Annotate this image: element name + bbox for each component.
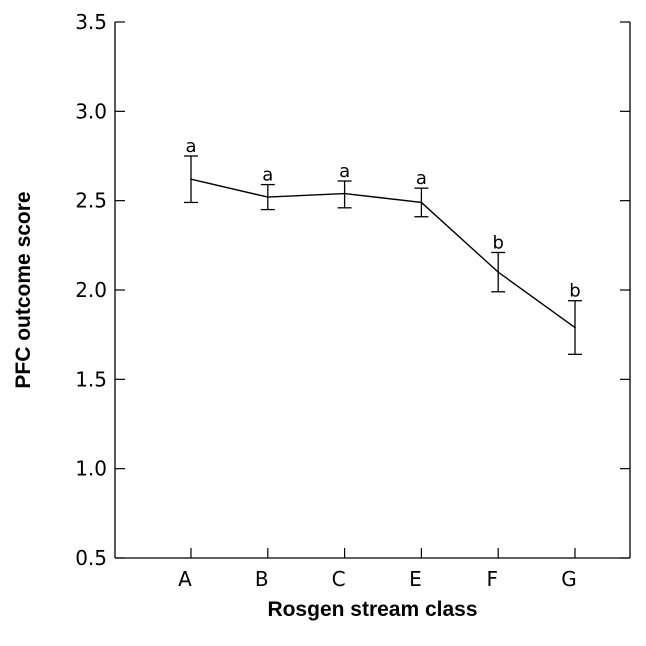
series-layer: a a a a b b	[184, 136, 582, 355]
x-tick-label: G	[561, 567, 577, 591]
significance-label: b	[492, 232, 503, 253]
x-tick-label: C	[332, 567, 346, 591]
plot-frame	[114, 22, 631, 559]
significance-label: a	[416, 168, 427, 189]
x-tick-label: E	[409, 567, 422, 591]
significance-label: b	[569, 281, 580, 302]
y-tick-label: 1.0	[75, 457, 107, 481]
data-point	[343, 192, 346, 195]
data-point	[190, 178, 192, 181]
y-tick-label: 2.5	[75, 189, 107, 213]
y-tick-label: 2.0	[75, 278, 107, 302]
y-tick-label: 3.5	[75, 10, 107, 34]
data-point	[497, 271, 500, 273]
y-tick-label: 1.5	[75, 367, 107, 391]
y-tick-label: 3.0	[75, 99, 107, 123]
data-point	[267, 196, 269, 198]
data-point	[420, 201, 423, 204]
series-line	[190, 178, 576, 329]
x-tick-label: B	[255, 567, 269, 591]
y-tick-label: 0.5	[75, 546, 107, 570]
x-axis-label: Rosgen stream class	[267, 598, 477, 621]
data-point	[574, 326, 576, 329]
significance-label: a	[262, 165, 273, 186]
y-axis-label: PFC outcome score	[12, 191, 35, 388]
significance-label: a	[339, 161, 350, 182]
significance-label: a	[185, 136, 196, 157]
x-tick-label: F	[486, 567, 498, 591]
y-axis: 0.5 1.0 1.5 2.0 2.5 3.0 3.5	[75, 10, 630, 570]
x-tick-label: A	[178, 567, 192, 591]
